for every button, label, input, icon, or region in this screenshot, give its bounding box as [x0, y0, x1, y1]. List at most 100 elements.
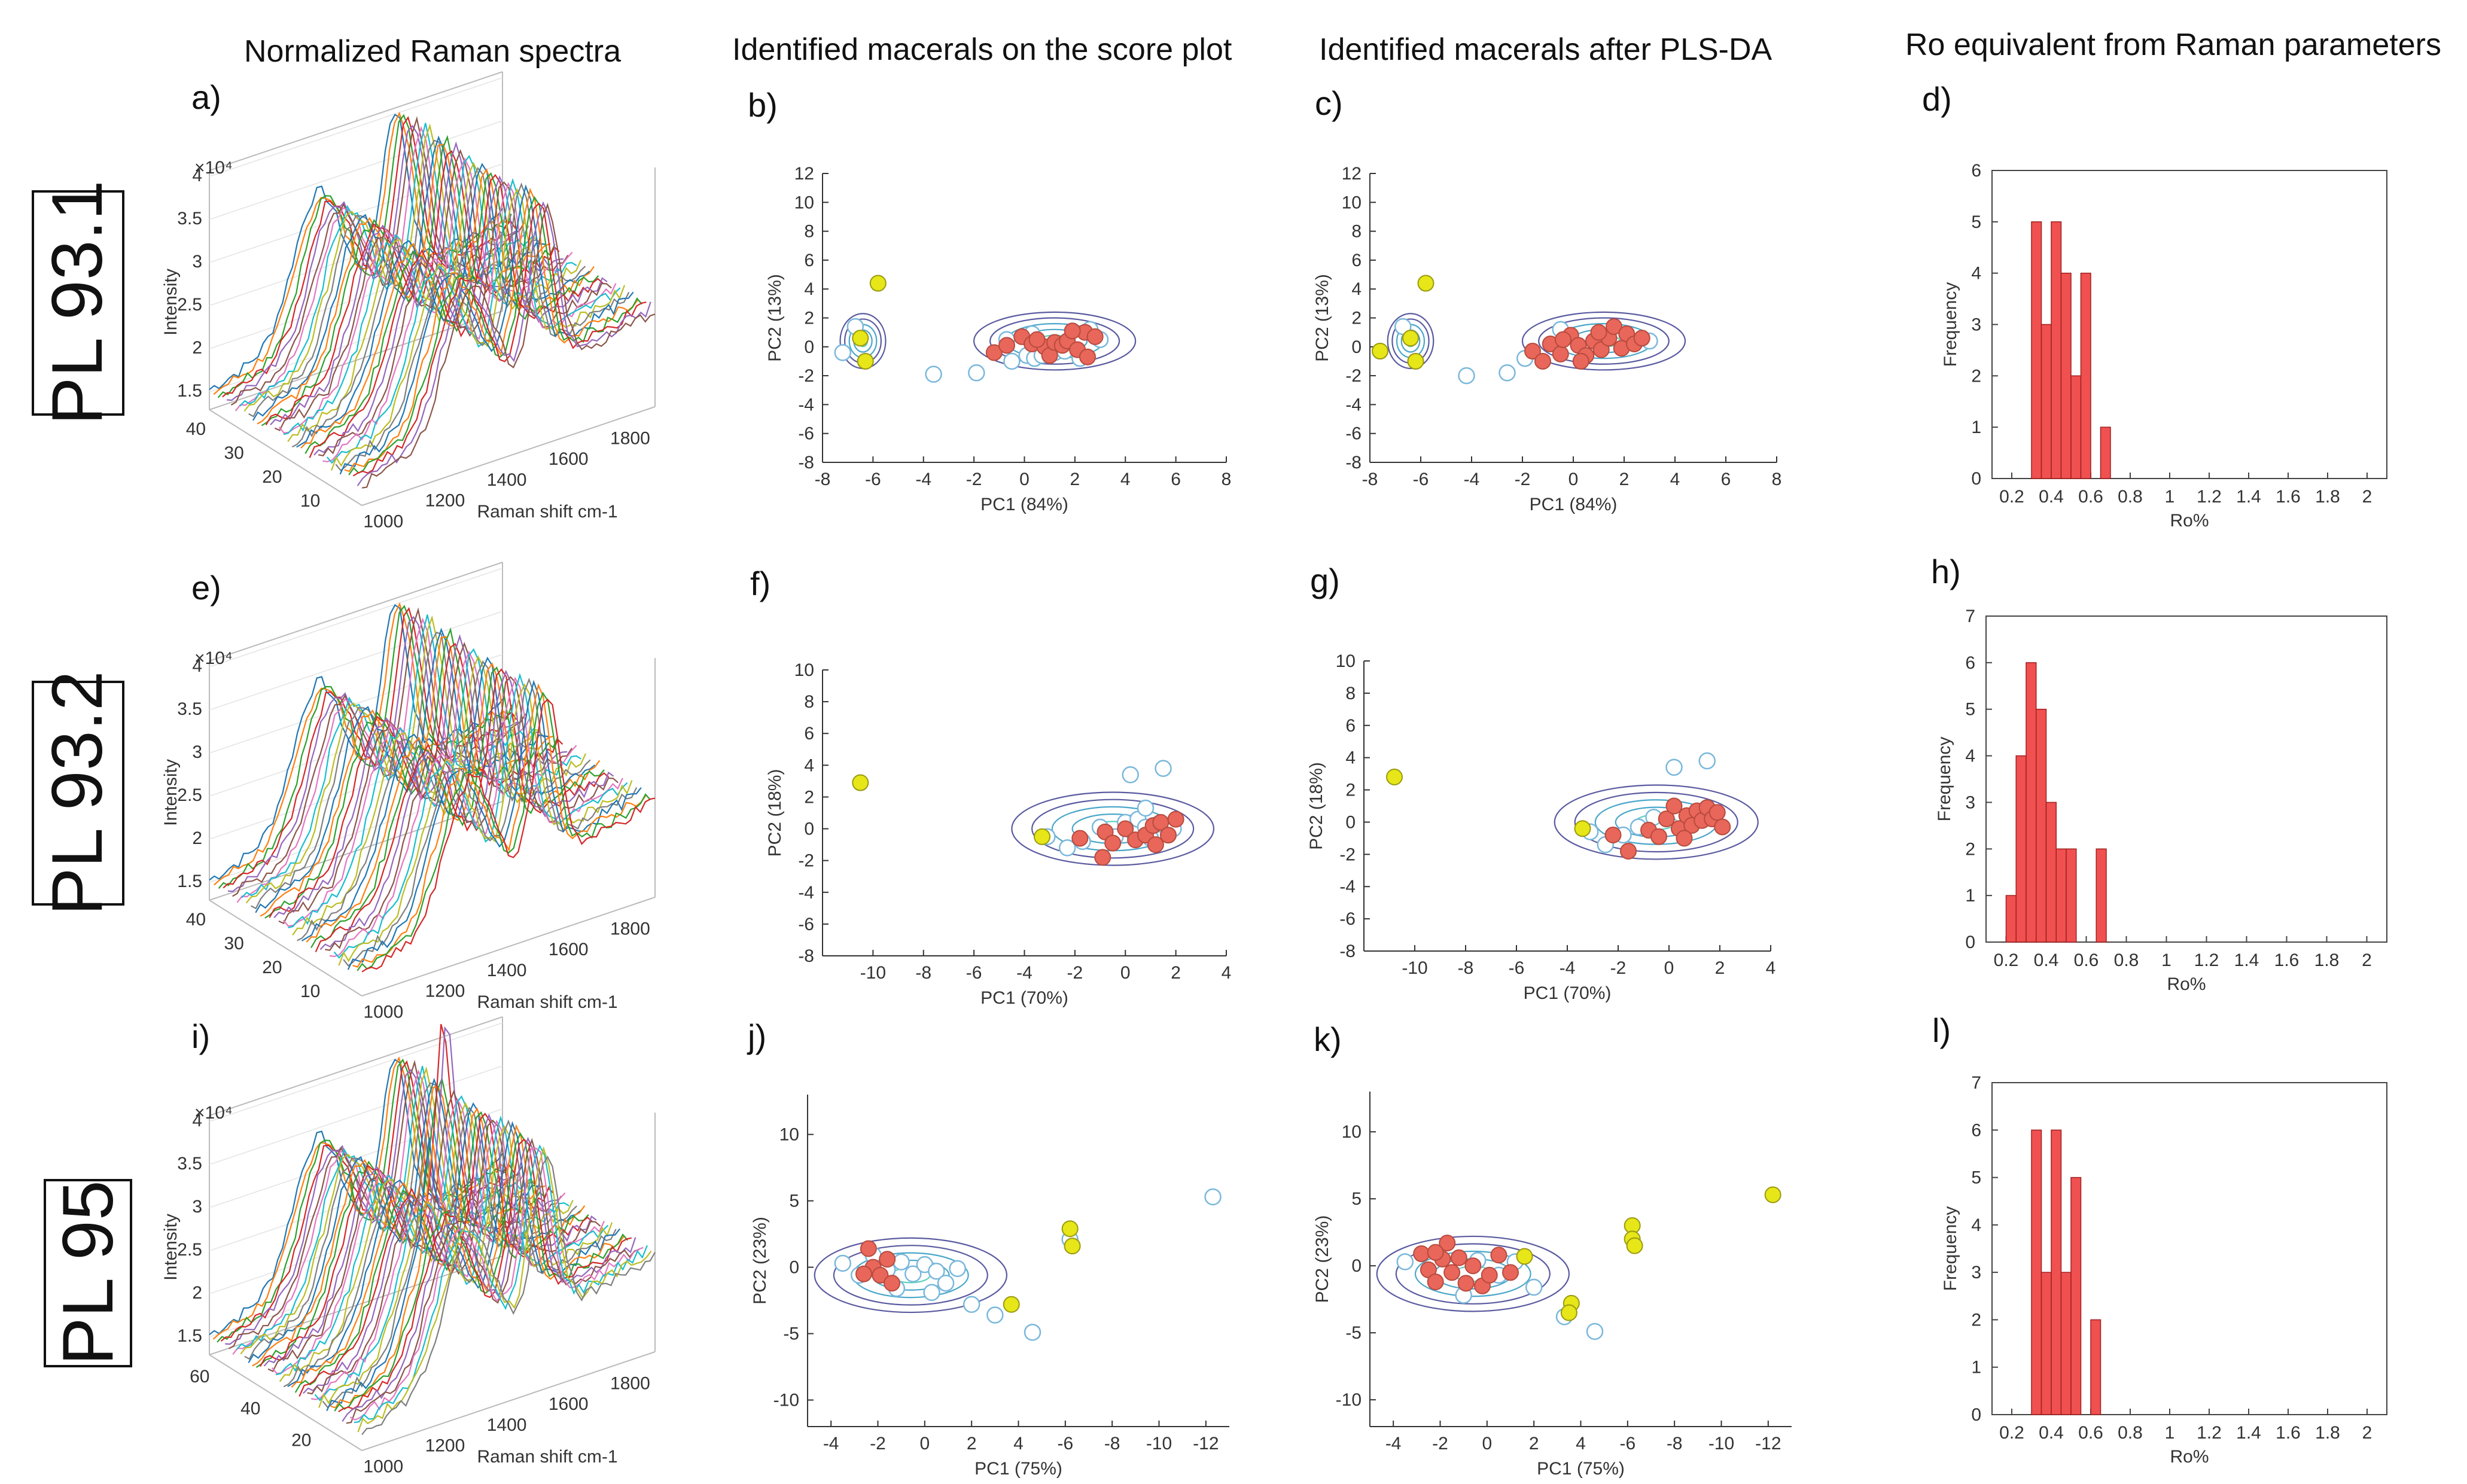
- point-fill-red: [1534, 352, 1551, 370]
- density-contour: [833, 1245, 988, 1306]
- point-open: [1024, 1324, 1041, 1341]
- point-open: [1155, 760, 1172, 777]
- x-tick-label: -6: [1057, 1434, 1073, 1453]
- gridline: [209, 1238, 503, 1337]
- panel-label-i: i): [191, 1017, 210, 1055]
- point-fill-yellow: [1386, 769, 1403, 785]
- y-tick-label: 0: [804, 337, 814, 357]
- x-tick-label: -6: [966, 963, 982, 983]
- histogram-bar: [2051, 1129, 2062, 1415]
- x-tick-label: -4: [915, 470, 931, 489]
- x-tick-label: -4: [823, 1434, 839, 1453]
- x-tick-label: 1800: [610, 1373, 650, 1393]
- point-open: [949, 1260, 966, 1278]
- point-fill-red: [1439, 1235, 1456, 1252]
- z-tick-label: 3.5: [177, 209, 202, 228]
- y-tick-label: -4: [1345, 395, 1362, 415]
- point-open: [1394, 318, 1412, 336]
- point-fill-red: [1064, 322, 1081, 340]
- x-tick-label: -8: [1667, 1434, 1683, 1453]
- gridline: [209, 292, 503, 392]
- y-tick-label: 0: [1965, 933, 1975, 952]
- x-axis-label: Raman shift cm-1: [477, 502, 617, 522]
- y-tick-label: 3: [1965, 793, 1975, 812]
- point-open: [834, 1254, 851, 1272]
- y-tick-label: 2: [1345, 781, 1356, 800]
- spectrum-line: [325, 676, 619, 951]
- panel-label-a: a): [191, 78, 221, 116]
- point-fill-red: [1167, 810, 1184, 828]
- sample-label: PL 93.1: [37, 180, 117, 425]
- y-tick-label: -10: [773, 1391, 799, 1410]
- density-contour: [1387, 313, 1434, 370]
- y-axis-label: PC2 (18%): [765, 769, 785, 857]
- x-tick-label: 0.2: [1994, 950, 2019, 970]
- x-tick-label: 1.8: [2315, 1423, 2340, 1443]
- y-tick-label: 1: [1971, 1358, 1981, 1378]
- spectra-chart-e: 1.5 2 2.5 3 3.5 4×10⁴ Intensity 1000 1200 1400 160…: [161, 562, 656, 1022]
- point-fill-red: [1071, 830, 1089, 847]
- point-open: [925, 365, 942, 383]
- x-axis-label: Raman shift cm-1: [477, 992, 617, 1012]
- x-tick-label: 1.4: [2236, 1423, 2261, 1443]
- density-contour: [1011, 791, 1215, 866]
- point-open: [1586, 1323, 1604, 1340]
- point-fill-yellow: [852, 330, 869, 347]
- spectrum-line: [318, 181, 612, 457]
- x-tick-label: -8: [1362, 470, 1378, 489]
- axis-y-edge: [209, 900, 363, 997]
- histogram-d: 0.2 0.4 0.6 0.8 1 1.2 1.4 1.6 1.8 2 0 1 2 3 4 5 6 Ro% Freq…: [1941, 161, 2387, 531]
- point-open: [893, 1253, 910, 1270]
- x-tick-label: 4: [1013, 1434, 1024, 1453]
- y-tick-label: 5: [789, 1192, 799, 1211]
- y-tick-label: 2: [1971, 366, 1981, 386]
- point-fill-red: [1555, 331, 1571, 348]
- point-fill-red: [1708, 804, 1726, 821]
- x-tick-label: 0: [1664, 958, 1674, 978]
- spectra-chart-a: 1.5 2 2.5 3 3.5 4×10⁴ Intensity 1000 1200 1400 160…: [161, 71, 656, 531]
- y-tick-label: -8: [798, 946, 814, 966]
- y-tick-label: 10: [794, 660, 814, 680]
- y-tick-label: 4: [1345, 748, 1356, 768]
- x-tick-label: 0: [1568, 470, 1579, 489]
- x-tick-label: -10: [860, 963, 886, 983]
- z-axis-label: Intensity: [161, 1214, 181, 1281]
- spectrum-line: [335, 182, 630, 472]
- point-fill-yellow: [1574, 820, 1591, 837]
- x-axis-label: PC1 (84%): [1530, 495, 1618, 514]
- spectrum-line: [291, 166, 586, 448]
- score-plot-j: -4 -2 0 2 4 -6 -8 -10 -12 -10 -5 0 5 10 PC1 (75%) PC2 (…: [750, 1095, 1229, 1479]
- y-tick-label: -6: [798, 915, 814, 934]
- spectrum-line: [330, 188, 626, 471]
- y-tick-label: -5: [1345, 1323, 1362, 1343]
- spectrum-line: [309, 173, 604, 458]
- point-fill-yellow: [852, 774, 869, 791]
- x-tick-label: 2: [1715, 958, 1725, 978]
- y-tick-label: -2: [798, 851, 814, 871]
- spectrum-line: [348, 196, 642, 476]
- back-top-edge: [209, 562, 503, 662]
- point-fill-red: [1481, 1266, 1498, 1284]
- x-tick-label: 1: [2165, 1423, 2175, 1443]
- x-tick-label: 0.6: [2078, 1423, 2103, 1443]
- x-axis-label: PC1 (75%): [1537, 1459, 1625, 1479]
- spectrum-line: [361, 698, 656, 973]
- point-fill-red: [1572, 352, 1589, 370]
- spectrum-line: [209, 604, 503, 881]
- point-fill-red: [1427, 1244, 1444, 1261]
- x-tick-label: 0.4: [2039, 487, 2064, 507]
- spectrum-line: [318, 1125, 613, 1408]
- spectrum-line: [361, 1155, 656, 1436]
- gridline: [209, 611, 503, 711]
- score-plot-k: -4 -2 0 2 4 -6 -8 -10 -12 -10 -5 0 5 10 PC1 (75%) PC2 (…: [1312, 1092, 1792, 1479]
- plot-frame: [1985, 615, 2387, 943]
- y-tick-label: 2: [1351, 309, 1362, 328]
- z-tick-label: 3: [192, 1197, 202, 1217]
- point-fill-red: [1413, 1245, 1430, 1263]
- point-fill-red: [1502, 1264, 1519, 1281]
- x-tick-label: 0.6: [2074, 950, 2099, 970]
- scale-label: ×10⁴: [194, 158, 233, 178]
- point-fill-red: [879, 1251, 896, 1268]
- y-tick-label: 20: [262, 467, 282, 487]
